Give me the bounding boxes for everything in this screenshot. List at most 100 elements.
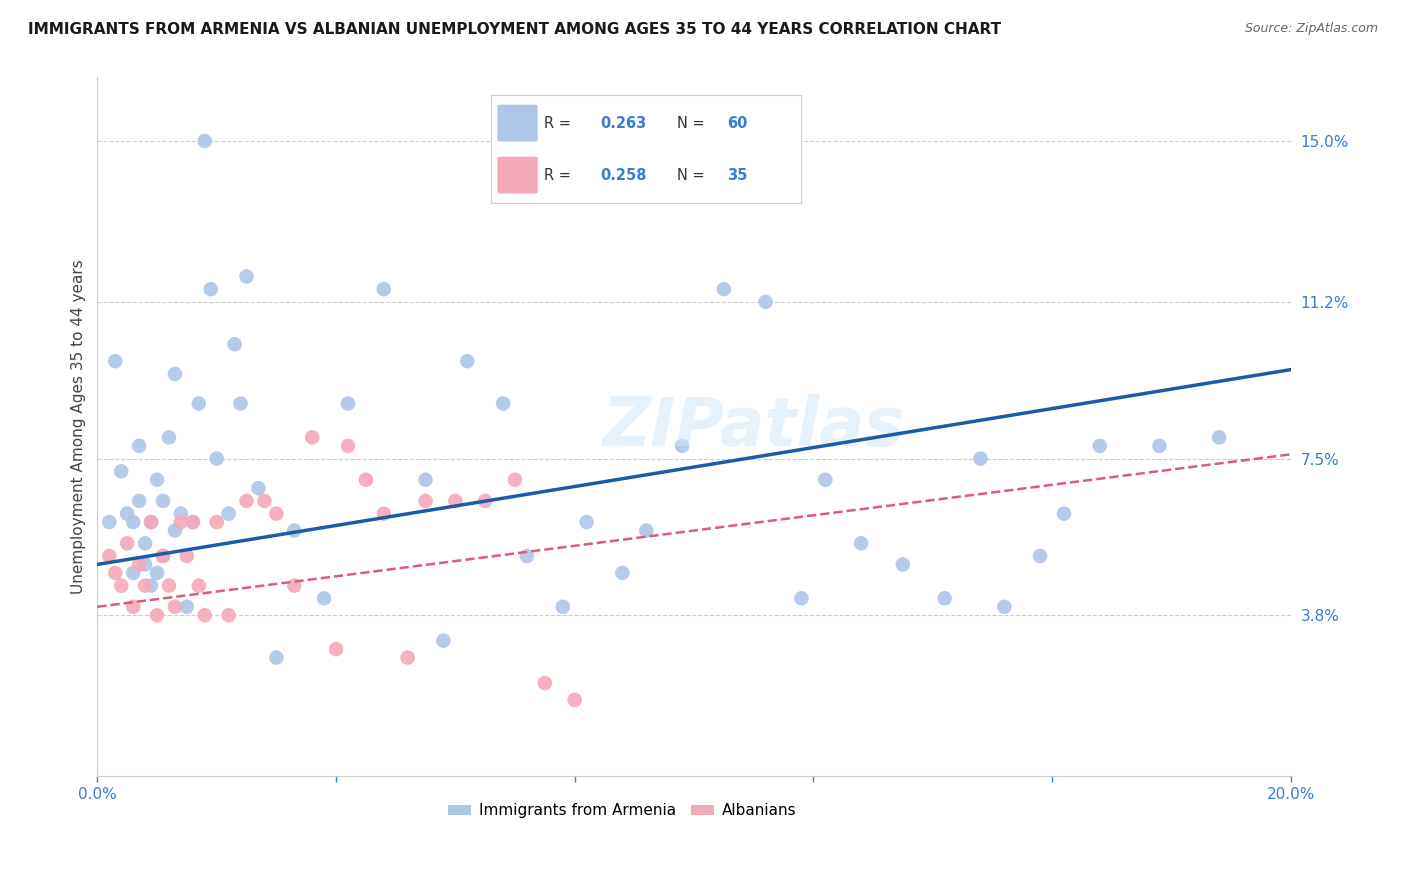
Point bbox=[181, 515, 204, 529]
Point bbox=[373, 282, 395, 296]
Point bbox=[128, 558, 150, 572]
Point bbox=[354, 473, 377, 487]
Point bbox=[134, 579, 156, 593]
Point bbox=[373, 507, 395, 521]
Point bbox=[115, 507, 138, 521]
Point bbox=[122, 599, 145, 614]
Point bbox=[110, 464, 132, 478]
Point bbox=[194, 608, 217, 623]
Point bbox=[163, 599, 186, 614]
Point bbox=[104, 566, 127, 580]
Point bbox=[1088, 439, 1111, 453]
Point bbox=[1029, 549, 1052, 563]
Point bbox=[325, 642, 347, 657]
Point bbox=[336, 439, 359, 453]
Point bbox=[194, 134, 217, 148]
Point bbox=[993, 599, 1015, 614]
Point bbox=[503, 473, 526, 487]
Point bbox=[456, 354, 478, 368]
Text: Source: ZipAtlas.com: Source: ZipAtlas.com bbox=[1244, 22, 1378, 36]
Point bbox=[415, 473, 437, 487]
Point bbox=[98, 549, 121, 563]
Point bbox=[1149, 439, 1171, 453]
Legend: Immigrants from Armenia, Albanians: Immigrants from Armenia, Albanians bbox=[443, 797, 803, 824]
Point bbox=[187, 396, 209, 410]
Point bbox=[181, 515, 204, 529]
Point bbox=[283, 579, 305, 593]
Point bbox=[187, 579, 209, 593]
Point bbox=[790, 591, 813, 606]
Point bbox=[122, 566, 145, 580]
Point bbox=[671, 439, 693, 453]
Point bbox=[432, 633, 454, 648]
Point bbox=[891, 558, 914, 572]
Point bbox=[176, 549, 198, 563]
Point bbox=[235, 494, 257, 508]
Point bbox=[170, 507, 193, 521]
Point bbox=[200, 282, 222, 296]
Point bbox=[224, 337, 246, 351]
Point bbox=[128, 494, 150, 508]
Point bbox=[152, 494, 174, 508]
Point bbox=[205, 451, 228, 466]
Point bbox=[713, 282, 735, 296]
Point bbox=[157, 430, 180, 444]
Point bbox=[170, 515, 193, 529]
Point bbox=[755, 294, 778, 309]
Point bbox=[934, 591, 956, 606]
Point bbox=[134, 558, 156, 572]
Point bbox=[336, 396, 359, 410]
Point bbox=[415, 494, 437, 508]
Point bbox=[283, 524, 305, 538]
Point bbox=[474, 494, 496, 508]
Point bbox=[235, 269, 257, 284]
Point bbox=[266, 650, 288, 665]
Point bbox=[218, 608, 240, 623]
Point bbox=[969, 451, 991, 466]
Point bbox=[139, 579, 162, 593]
Point bbox=[551, 599, 574, 614]
Point bbox=[534, 676, 557, 690]
Point bbox=[218, 507, 240, 521]
Point bbox=[247, 481, 270, 495]
Point bbox=[115, 536, 138, 550]
Point bbox=[146, 566, 169, 580]
Point bbox=[205, 515, 228, 529]
Point bbox=[110, 579, 132, 593]
Point bbox=[104, 354, 127, 368]
Point bbox=[128, 439, 150, 453]
Point bbox=[229, 396, 252, 410]
Point bbox=[152, 549, 174, 563]
Point bbox=[444, 494, 467, 508]
Point bbox=[492, 396, 515, 410]
Point bbox=[612, 566, 634, 580]
Point bbox=[134, 536, 156, 550]
Point bbox=[146, 473, 169, 487]
Point bbox=[157, 579, 180, 593]
Point bbox=[139, 515, 162, 529]
Point bbox=[1208, 430, 1230, 444]
Point bbox=[253, 494, 276, 508]
Point bbox=[564, 693, 586, 707]
Point bbox=[146, 608, 169, 623]
Point bbox=[516, 549, 538, 563]
Point bbox=[314, 591, 336, 606]
Point bbox=[1053, 507, 1076, 521]
Point bbox=[152, 549, 174, 563]
Text: IMMIGRANTS FROM ARMENIA VS ALBANIAN UNEMPLOYMENT AMONG AGES 35 TO 44 YEARS CORRE: IMMIGRANTS FROM ARMENIA VS ALBANIAN UNEM… bbox=[28, 22, 1001, 37]
Text: ZIPatlas: ZIPatlas bbox=[603, 393, 904, 459]
Y-axis label: Unemployment Among Ages 35 to 44 years: Unemployment Among Ages 35 to 44 years bbox=[72, 260, 86, 594]
Point bbox=[396, 650, 419, 665]
Point bbox=[163, 524, 186, 538]
Point bbox=[163, 367, 186, 381]
Point bbox=[636, 524, 658, 538]
Point bbox=[98, 515, 121, 529]
Point bbox=[176, 599, 198, 614]
Point bbox=[814, 473, 837, 487]
Point bbox=[139, 515, 162, 529]
Point bbox=[122, 515, 145, 529]
Point bbox=[301, 430, 323, 444]
Point bbox=[575, 515, 598, 529]
Point bbox=[849, 536, 872, 550]
Point bbox=[266, 507, 288, 521]
